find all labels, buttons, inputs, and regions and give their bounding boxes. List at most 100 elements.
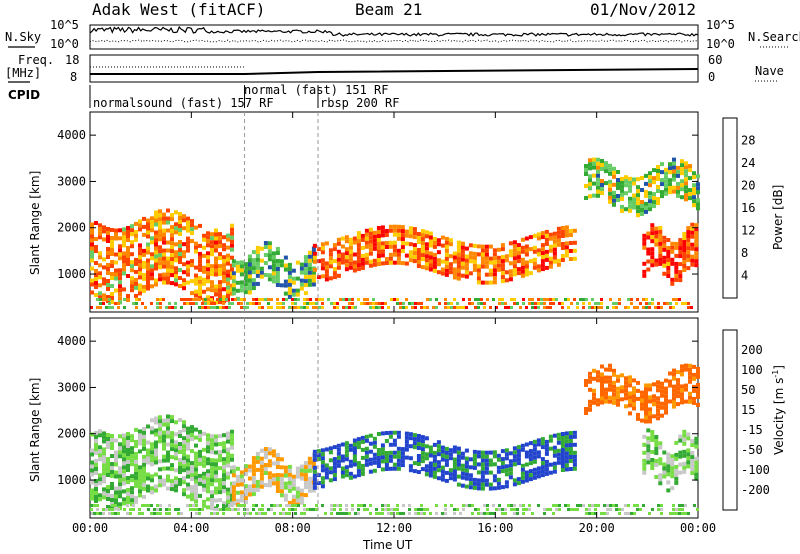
power-cell: [182, 286, 186, 291]
power-cell: [186, 248, 190, 253]
power-cell: [528, 302, 531, 305]
power-cell: [380, 233, 385, 238]
power-cell: [380, 261, 385, 266]
power-cell: [231, 283, 236, 288]
power-cell: [464, 258, 469, 263]
velocity-cell: [111, 512, 114, 515]
velocity-cell: [303, 493, 308, 498]
xtick-label: 16:00: [477, 521, 513, 535]
velocity-cell: [122, 441, 126, 446]
velocity-cell: [90, 460, 94, 465]
power-cell: [684, 169, 688, 174]
power-cell: [275, 251, 280, 255]
velocity-cell: [263, 471, 268, 475]
velocity-cell: [471, 504, 474, 507]
power-cell: [656, 189, 660, 193]
velocity-cell: [642, 442, 647, 447]
velocity-cell: [222, 477, 226, 482]
power-cell: [162, 240, 166, 245]
power-cell: [202, 265, 206, 270]
power-cell: [692, 195, 696, 200]
power-cell: [291, 276, 296, 281]
velocity-cell: [90, 452, 94, 457]
velocity-cell: [662, 462, 667, 467]
power-cell: [106, 283, 110, 287]
power-cell: [688, 164, 692, 169]
power-cell: [168, 306, 171, 309]
power-cell: [648, 203, 652, 208]
power-cell: [604, 161, 608, 166]
power-cell: [600, 167, 604, 171]
power-cell: [138, 271, 142, 276]
velocity-cell: [552, 469, 557, 474]
velocity-cell: [206, 441, 210, 446]
velocity-cell: [210, 490, 214, 495]
velocity-cell: [501, 512, 504, 515]
velocity-cell: [182, 444, 186, 449]
power-cell: [158, 237, 162, 242]
power-cell: [247, 290, 252, 295]
velocity-cell: [640, 394, 644, 399]
velocity-cell: [686, 448, 691, 453]
power-cell: [144, 306, 147, 309]
power-cell: [412, 251, 417, 256]
power-cell: [628, 176, 632, 181]
velocity-cell: [396, 466, 401, 471]
power-cell: [656, 177, 660, 181]
power-cell: [368, 263, 373, 268]
velocity-cell: [440, 473, 445, 478]
power-cell: [332, 247, 337, 252]
cpid-label: CPID: [8, 88, 41, 102]
velocity-cell: [153, 508, 156, 511]
velocity-cell: [270, 508, 273, 511]
velocity-cell: [544, 451, 549, 456]
velocity-cell: [146, 476, 150, 481]
velocity-cell: [532, 439, 537, 444]
power-cell: [294, 306, 297, 309]
power-cell: [90, 258, 94, 263]
power-colorbar-tick: 4: [741, 269, 748, 283]
power-cell: [424, 242, 429, 247]
velocity-cell: [360, 504, 363, 507]
power-cell: [186, 244, 190, 249]
power-cell: [512, 240, 517, 245]
velocity-cell: [681, 512, 684, 515]
power-cell: [432, 236, 437, 241]
velocity-cell: [420, 459, 425, 464]
power-cell: [452, 271, 457, 276]
power-cell: [255, 281, 260, 286]
power-cell: [287, 290, 292, 295]
power-cell: [636, 306, 639, 309]
velocity-cell: [441, 512, 444, 515]
power-cell: [198, 298, 201, 301]
power-cell: [186, 216, 190, 221]
velocity-cell: [122, 481, 126, 486]
velocity-cell: [633, 512, 636, 515]
power-cell: [303, 267, 308, 272]
power-cell: [656, 173, 660, 177]
velocity-cell: [636, 508, 639, 511]
velocity-cell: [279, 504, 282, 507]
power-cell: [632, 201, 636, 206]
velocity-cell: [339, 512, 342, 515]
power-cell: [130, 268, 134, 273]
velocity-cell: [146, 448, 150, 453]
velocity-cell: [660, 393, 664, 398]
power-cell: [118, 280, 122, 285]
power-cell: [279, 259, 284, 264]
velocity-cell: [690, 471, 695, 476]
velocity-cell: [243, 496, 248, 501]
velocity-cell: [118, 466, 122, 471]
power-cell: [206, 235, 210, 240]
power-cell: [616, 178, 620, 182]
velocity-cell: [532, 451, 537, 456]
power-cell: [388, 224, 393, 229]
velocity-cell: [420, 451, 425, 456]
power-cell: [468, 259, 473, 264]
velocity-cell: [332, 477, 337, 482]
velocity-cell: [696, 394, 700, 399]
power-cell: [680, 171, 684, 176]
velocity-cell: [360, 439, 365, 444]
velocity-cell: [251, 460, 256, 465]
velocity-cell: [312, 508, 315, 511]
